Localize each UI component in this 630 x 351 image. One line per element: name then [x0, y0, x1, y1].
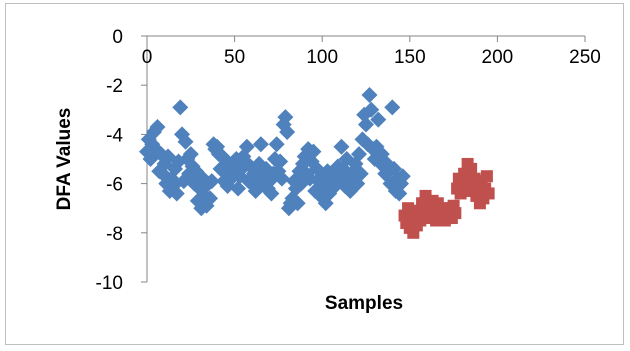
data-point-series-1	[289, 195, 306, 212]
data-point-series-1	[391, 185, 408, 202]
x-tick-label: 150	[394, 47, 426, 68]
data-point-series-2	[482, 187, 495, 200]
data-point-series-1	[333, 138, 350, 155]
x-axis-title: Samples	[325, 293, 403, 314]
data-point-series-1	[279, 123, 296, 140]
y-axis-title: DFA Values	[54, 108, 75, 211]
data-point-series-1	[277, 109, 294, 126]
data-point-series-1	[230, 180, 247, 197]
y-tick-label: -10	[96, 273, 123, 294]
y-tick-label: 0	[112, 27, 123, 48]
data-point-series-2	[465, 162, 478, 175]
data-point-series-1	[202, 190, 219, 207]
data-point-series-1	[358, 116, 374, 133]
x-tick-label: 250	[569, 47, 601, 68]
data-point-series-1	[305, 143, 322, 160]
data-point-series-1	[394, 168, 411, 185]
data-point-series-1	[273, 170, 290, 187]
data-point-series-1	[272, 153, 289, 170]
y-tick-label: -8	[106, 224, 123, 245]
data-point-series-1	[177, 133, 194, 150]
x-tick-label: 50	[224, 47, 245, 68]
data-point-series-1	[352, 165, 369, 182]
data-point-series-1	[268, 136, 285, 153]
y-tick-label: -6	[106, 175, 123, 196]
data-point-series-1	[263, 185, 280, 202]
data-point-series-1	[350, 146, 367, 163]
data-point-series-1	[203, 173, 220, 190]
data-point-series-1	[363, 101, 380, 118]
data-point-series-1	[182, 146, 199, 163]
data-point-series-2	[480, 170, 493, 183]
data-point-series-1	[245, 165, 262, 182]
data-point-series-1	[149, 119, 166, 136]
y-tick-label: -4	[106, 125, 123, 146]
data-point-series-1	[242, 158, 259, 175]
x-tick-label: 100	[306, 47, 338, 68]
data-point-series-1	[370, 111, 387, 128]
data-point-series-1	[238, 138, 255, 155]
x-tick-label: 200	[482, 47, 514, 68]
plot-area: 0 50 100 150 200 250 0 -2 -4 -6 -8 -10 Samples DFA Va…	[54, 27, 601, 314]
data-point-series-1	[168, 185, 185, 202]
data-point-series-1	[361, 87, 378, 104]
x-tick-label: 0	[142, 47, 153, 68]
data-point-series-1	[252, 136, 269, 153]
data-point-series-2	[449, 207, 462, 220]
y-tick-label: -2	[106, 76, 123, 97]
data-point-series-1	[172, 99, 189, 116]
data-point-series-1	[384, 99, 401, 116]
